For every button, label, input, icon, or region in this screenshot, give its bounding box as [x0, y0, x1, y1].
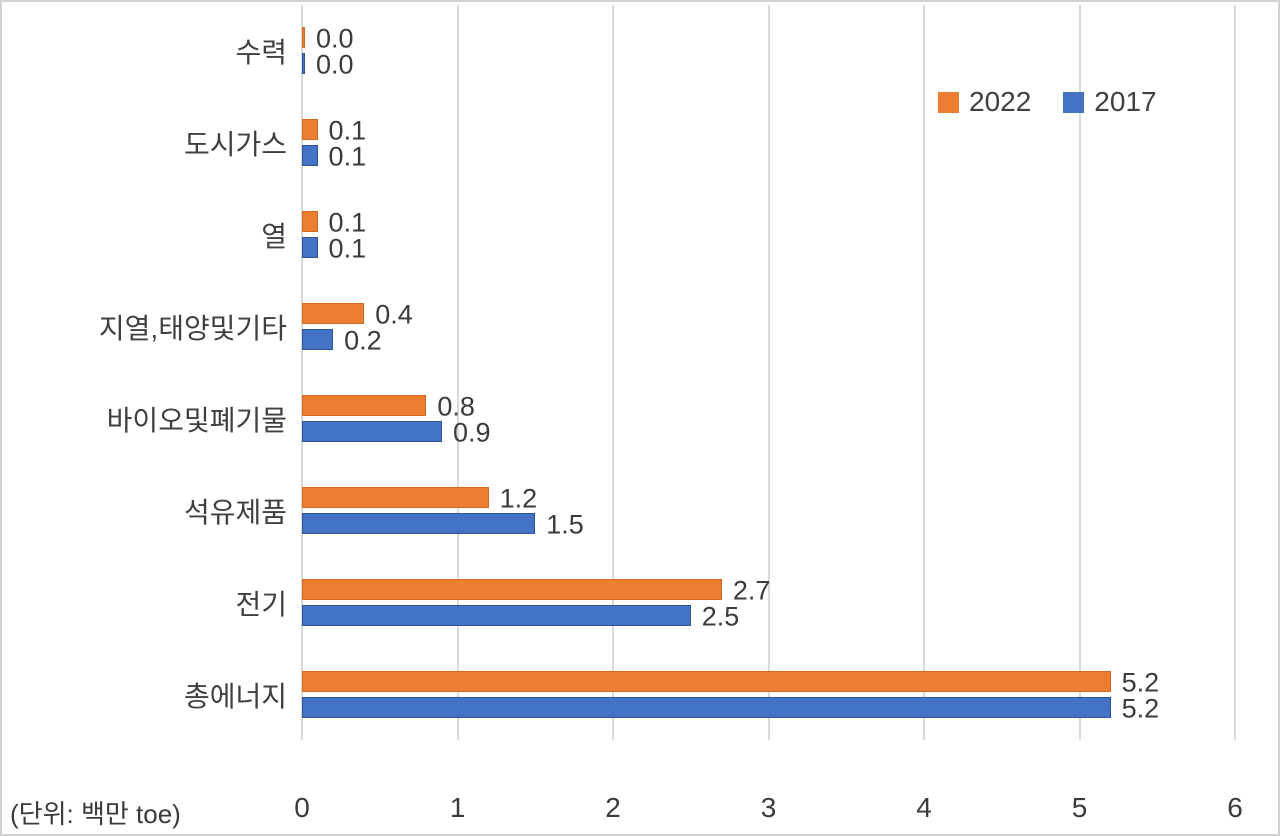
data-label-2017-도시가스: 0.1 [328, 141, 367, 171]
gridline-x-0 [301, 5, 303, 740]
x-axis-tick-label: 6 [1227, 792, 1243, 823]
category-label: 지열,태양및기타 [98, 313, 287, 344]
data-label-2022-지열,태양및기타: 0.4 [375, 299, 413, 329]
gridline-x-4 [923, 5, 925, 740]
gridline-x-6 [1234, 5, 1236, 740]
x-axis-tick-label: 5 [1071, 792, 1088, 823]
gridline-x-2 [612, 5, 614, 740]
legend-label-2022: 2022 [969, 86, 1032, 117]
bar-2017-수력 [302, 53, 305, 74]
bar-2022-도시가스 [302, 119, 318, 140]
bar-2022-지열,태양및기타 [302, 303, 365, 324]
legend-swatch-2017 [1063, 91, 1085, 113]
bar-2017-바이오및폐기물 [302, 421, 442, 442]
data-label-2017-전기: 2.5 [701, 601, 740, 631]
legend-label-2017: 2017 [1094, 86, 1157, 117]
x-axis-tick-label: 2 [605, 792, 621, 823]
data-label-2017-수력: 0.0 [316, 49, 354, 79]
data-label-2022-도시가스: 0.1 [328, 115, 367, 145]
bar-2017-총에너지 [302, 697, 1111, 718]
category-label: 총에너지 [183, 681, 287, 712]
x-axis-tick-label: 4 [916, 792, 932, 823]
data-label-2022-석유제품: 1.2 [499, 483, 538, 513]
x-axis-tick-label: 3 [760, 792, 777, 823]
bar-2022-수력 [302, 27, 305, 48]
data-label-2022-전기: 2.7 [732, 575, 771, 605]
x-axis-tick-label: 1 [449, 792, 466, 823]
data-label-2022-총에너지: 5.2 [1121, 667, 1160, 697]
category-label: 석유제품 [183, 497, 287, 528]
bar-2017-전기 [302, 605, 691, 626]
data-label-2017-총에너지: 5.2 [1121, 693, 1160, 723]
category-label: 열 [261, 221, 287, 252]
gridline-x-1 [456, 5, 459, 740]
gridline-x-3 [767, 5, 770, 740]
data-label-2017-석유제품: 1.5 [546, 509, 584, 539]
bar-2017-열 [302, 237, 318, 258]
legend-swatch-2022 [938, 91, 959, 113]
gridline-x-5 [1078, 5, 1081, 740]
category-label: 전기 [235, 589, 287, 620]
data-label-2017-열: 0.1 [328, 233, 367, 263]
bar-2017-도시가스 [302, 145, 318, 166]
category-label: 도시가스 [183, 129, 287, 160]
legend-item-2022: 2022 [938, 86, 1031, 118]
legend-item-2017: 2017 [1063, 86, 1157, 118]
data-label-2017-바이오및폐기물: 0.9 [452, 417, 491, 447]
data-label-2017-지열,태양및기타: 0.2 [344, 325, 382, 355]
bar-2017-석유제품 [302, 513, 536, 534]
category-label: 수력 [235, 37, 287, 68]
data-label-2022-바이오및폐기물: 0.8 [437, 391, 475, 421]
legend: 2022 2017 [938, 86, 1157, 118]
data-label-2022-열: 0.1 [328, 207, 367, 237]
data-label-2022-수력: 0.0 [316, 23, 354, 53]
category-label: 바이오및폐기물 [106, 405, 287, 436]
bar-2022-석유제품 [302, 487, 489, 508]
bar-2022-총에너지 [302, 671, 1111, 692]
unit-note: (단위: 백만 toe) [10, 799, 181, 829]
bar-2022-열 [302, 211, 318, 232]
x-axis-tick-label: 0 [294, 792, 310, 823]
bar-2017-지열,태양및기타 [302, 329, 334, 350]
bar-2022-전기 [302, 579, 722, 600]
bar-2022-바이오및폐기물 [302, 395, 427, 416]
